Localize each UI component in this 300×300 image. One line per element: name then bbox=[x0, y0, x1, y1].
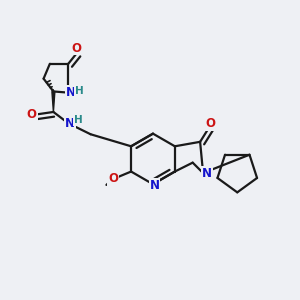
Text: N: N bbox=[65, 117, 75, 130]
Polygon shape bbox=[52, 92, 55, 112]
Text: H: H bbox=[74, 115, 83, 125]
Text: O: O bbox=[108, 172, 118, 184]
Text: O: O bbox=[206, 117, 215, 130]
Text: H: H bbox=[75, 86, 84, 96]
Text: N: N bbox=[66, 86, 76, 99]
Text: O: O bbox=[72, 42, 82, 55]
Text: N: N bbox=[202, 167, 212, 179]
Text: N: N bbox=[149, 179, 160, 192]
Text: O: O bbox=[27, 108, 37, 121]
